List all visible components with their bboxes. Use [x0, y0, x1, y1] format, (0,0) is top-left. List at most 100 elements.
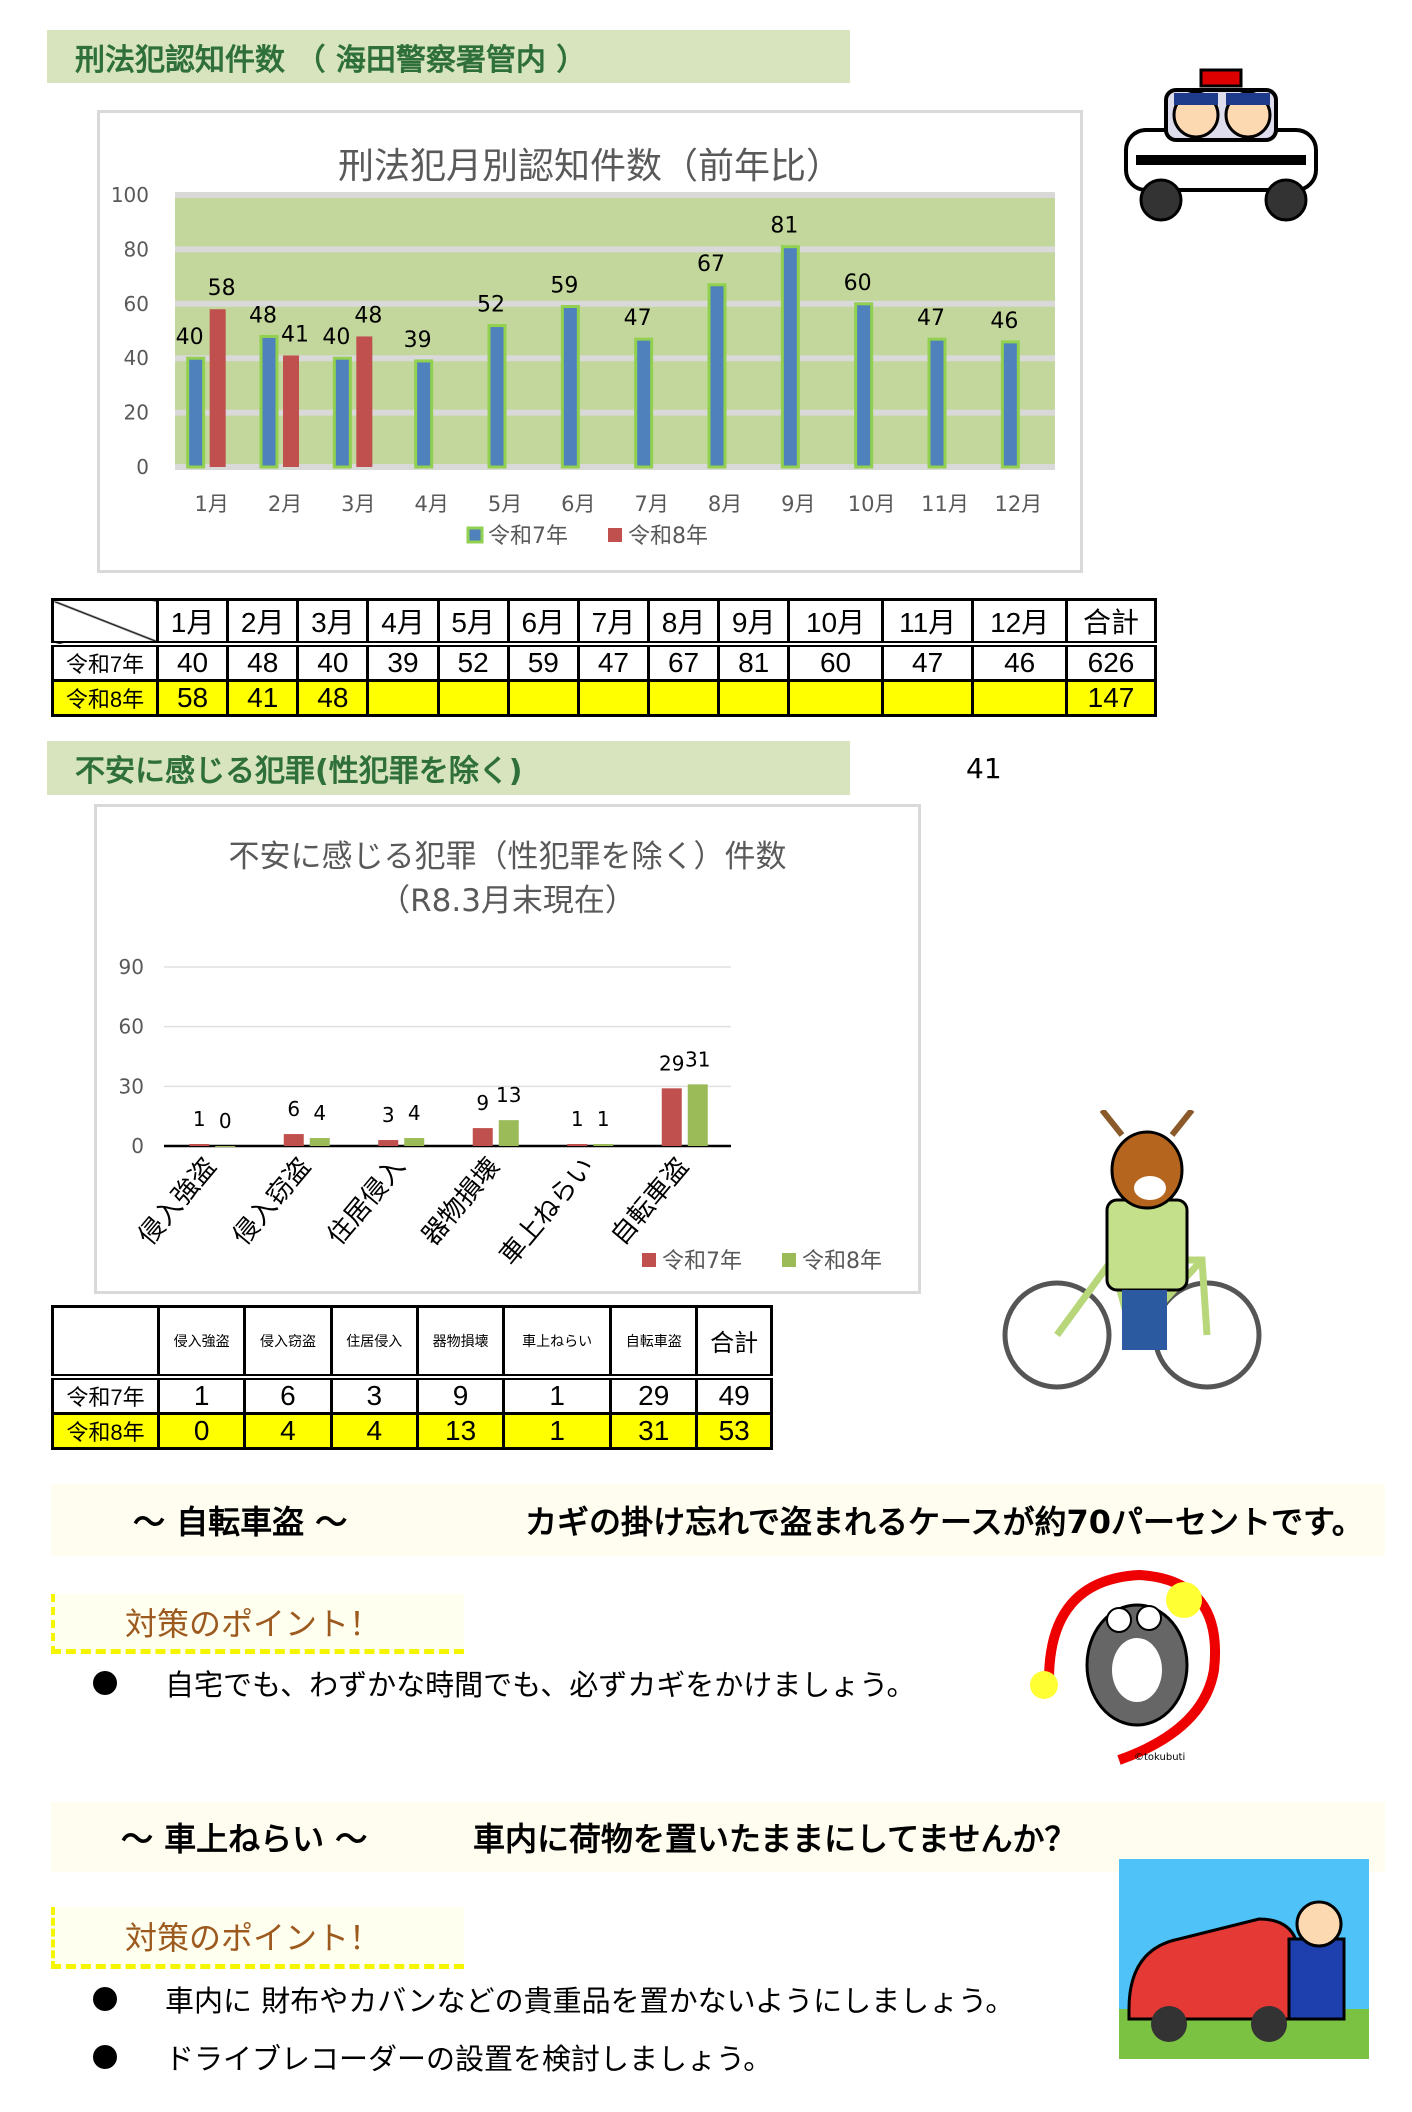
x-tick-label: 8月: [708, 492, 742, 516]
bar-r8: [356, 336, 373, 467]
y-tick-label: 20: [124, 401, 149, 425]
table-cell: 52: [436, 642, 510, 682]
table-cell: [787, 679, 884, 717]
table-cell: 48: [296, 679, 370, 717]
column-header: 自転車盗: [609, 1305, 699, 1378]
table-cell: 29: [609, 1375, 699, 1415]
note-number: 41: [966, 752, 1002, 785]
bar-r8: [404, 1138, 425, 1146]
bullet-icon: [93, 1987, 117, 2011]
x-tick-label: 7月: [634, 492, 668, 516]
column-header: 4月: [366, 598, 440, 646]
data-label: 52: [477, 293, 505, 318]
bar-r7: [378, 1140, 399, 1146]
data-label: 41: [281, 322, 309, 347]
y-tick-label: 90: [119, 955, 144, 979]
table-cell: [576, 679, 650, 717]
x-tick-label: 器物損壊: [416, 1152, 506, 1251]
x-tick-label: 侵入強盗: [133, 1152, 223, 1251]
illustration-credit: ©tokubuti: [1134, 1752, 1185, 1763]
y-tick-label: 100: [111, 183, 149, 207]
x-tick-label: 10月: [848, 492, 896, 516]
x-tick-label: 侵入窃盗: [227, 1152, 317, 1251]
column-header: 合計: [1064, 598, 1158, 646]
y-tick-label: 30: [119, 1074, 144, 1098]
bar-r7: [567, 1144, 588, 1146]
y-tick-label: 80: [124, 237, 149, 261]
chart-subtitle: （R8.3月末現在）: [379, 883, 636, 919]
legend-label: 令和7年: [488, 524, 568, 549]
row-header: 令和8年: [51, 1411, 160, 1450]
data-label: 40: [176, 325, 204, 350]
table-cell: 1: [502, 1375, 613, 1415]
data-label: 39: [404, 328, 432, 353]
section-header-crime-count: 刑法犯認知件数 （ 海田警察署管内 ）: [47, 30, 850, 83]
x-tick-label: 9月: [781, 492, 815, 516]
column-header: 合計: [695, 1305, 773, 1378]
data-label: 48: [354, 303, 382, 328]
data-label: 31: [685, 1047, 710, 1071]
chart-title: 刑法犯月別認知件数（前年比）: [337, 146, 842, 187]
corner-cell: [51, 1305, 160, 1378]
banner-title: ～ 自転車盗 ～: [133, 1503, 348, 1541]
bullet-item: ドライブレコーダーの設置を検討しましょう。: [51, 2036, 772, 2078]
data-label: 59: [550, 274, 578, 299]
data-label: 13: [496, 1083, 521, 1107]
bullet-icon: [93, 1671, 117, 1695]
y-tick-label: 40: [124, 346, 149, 370]
plot-area: [175, 195, 1055, 467]
bullet-text: 車内に 財布やカバンなどの貴重品を置かないようにしましょう。: [165, 1984, 1015, 2018]
table-cell: [717, 679, 791, 717]
x-tick-label: 1月: [194, 492, 228, 516]
bar-r7: [707, 283, 727, 469]
table-cell: 49: [695, 1375, 773, 1415]
data-label: 47: [917, 306, 945, 331]
bar-r7: [487, 324, 507, 469]
table-cell: 58: [155, 679, 230, 717]
x-tick-label: 4月: [414, 492, 448, 516]
data-label: 3: [382, 1103, 395, 1127]
table-cell: 1: [156, 1375, 247, 1415]
bullet-text: 自宅でも、わずかな時間でも、必ずカギをかけましょう。: [165, 1668, 916, 1702]
table-cell: 626: [1064, 642, 1158, 682]
table-cell: [366, 679, 440, 717]
data-label: 47: [624, 306, 652, 331]
data-label: 81: [770, 214, 798, 239]
table-cell: 59: [506, 642, 580, 682]
data-label: 48: [249, 303, 277, 328]
table-cell: 4: [329, 1411, 419, 1450]
legend-swatch: [466, 526, 484, 544]
bar-r7: [332, 356, 352, 469]
table-cell: 13: [415, 1411, 506, 1450]
column-header: 住居侵入: [329, 1305, 419, 1378]
data-label: 9: [476, 1091, 489, 1115]
data-label: 6: [287, 1097, 300, 1121]
x-tick-label: 6月: [561, 492, 595, 516]
x-tick-label: 2月: [268, 492, 302, 516]
table-cell: [646, 679, 721, 717]
table-cell: 41: [226, 679, 300, 717]
data-label: 60: [844, 271, 872, 296]
column-header: 1月: [155, 598, 230, 646]
bullet-item: 自宅でも、わずかな時間でも、必ずカギをかけましょう。: [51, 1662, 916, 1704]
x-tick-label: 3月: [341, 492, 375, 516]
legend-label: 令和7年: [662, 1249, 742, 1274]
table-cell: 47: [880, 642, 975, 682]
bar-r7: [634, 337, 654, 469]
column-header: 3月: [296, 598, 370, 646]
table-cell: 6: [243, 1375, 333, 1415]
bar-r8: [309, 1138, 330, 1146]
legend-swatch: [782, 1253, 796, 1267]
column-header: 12月: [971, 598, 1068, 646]
banner-message: 車内に荷物を置いたままにしてませんか？: [473, 1820, 1077, 1858]
anxiety-crime-table: 侵入強盗 侵入窃盗 住居侵入 器物損壊 車上ねらい 自転車盗 合計 令和7年 1 6 3 9 1 29 4…: [51, 1305, 773, 1450]
bar-r7: [780, 245, 800, 469]
column-header: 侵入強盗: [156, 1305, 247, 1378]
table-cell: 81: [717, 642, 791, 682]
table-cell: [436, 679, 510, 717]
chart-title: 不安に感じる犯罪（性犯罪を除く）件数: [228, 839, 787, 875]
bar-r7: [927, 337, 947, 469]
column-header: 6月: [506, 598, 580, 646]
section-header-anxiety-crimes: 不安に感じる犯罪(性犯罪を除く): [47, 741, 850, 795]
data-label: 46: [990, 309, 1018, 334]
